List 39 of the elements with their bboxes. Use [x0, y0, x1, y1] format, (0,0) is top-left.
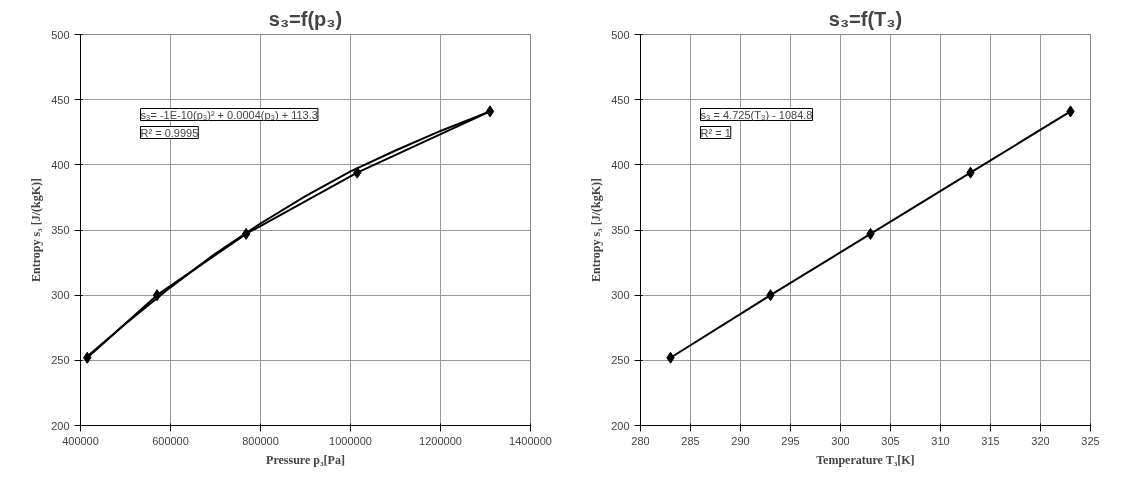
x-tick-label: 320	[1031, 434, 1050, 447]
chart-title: s₃=f(T₃)	[828, 7, 903, 30]
annotation: R² = 0.9995	[140, 126, 199, 139]
x-tick-label: 290	[731, 434, 750, 447]
x-tick-label: 280	[631, 434, 650, 447]
y-tick-label: 300	[611, 289, 630, 302]
annotation: s₃ = 4.725(T₃) - 1084.8	[700, 108, 813, 121]
y-tick-label: 300	[51, 289, 70, 302]
y-axis-title: Entropy s₃ [J/(kgK)]	[589, 177, 604, 283]
annotation: R² = 1	[700, 126, 731, 139]
x-tick-label: 305	[881, 434, 900, 447]
x-tick-label: 325	[1081, 434, 1100, 447]
y-tick-label: 350	[611, 224, 630, 236]
x-axis-title: Temperature T₃[K]	[816, 452, 915, 467]
y-tick-label: 250	[611, 354, 630, 367]
chart-title: s₃=f(p₃)	[268, 7, 343, 30]
x-tick-label: 400000	[62, 434, 99, 447]
y-tick-label: 200	[51, 419, 70, 432]
x-tick-label: 600000	[152, 434, 189, 447]
x-tick-label: 800000	[242, 434, 279, 447]
y-tick-label: 250	[51, 354, 70, 367]
x-tick-label: 295	[781, 434, 800, 447]
x-tick-label: 285	[681, 434, 700, 447]
y-tick-label: 350	[51, 224, 70, 236]
y-tick-label: 400	[51, 158, 70, 171]
x-tick-label: 1400000	[509, 434, 552, 447]
y-tick-label: 450	[51, 93, 70, 106]
y-tick-label: 500	[51, 28, 70, 41]
y-tick-label: 500	[611, 28, 630, 41]
x-tick-label: 300	[831, 434, 850, 447]
y-tick-label: 200	[611, 419, 630, 432]
x-tick-label: 310	[931, 434, 950, 447]
y-axis-title: Entropy s₃ [J/(kgK)]	[29, 177, 44, 283]
x-axis-title: Pressure p₃[Pa]	[266, 452, 345, 467]
x-tick-label: 1000000	[329, 434, 372, 447]
x-tick-label: 1200000	[419, 434, 462, 447]
x-tick-label: 315	[981, 434, 1000, 447]
y-tick-label: 450	[611, 93, 630, 106]
y-tick-label: 400	[611, 158, 630, 171]
